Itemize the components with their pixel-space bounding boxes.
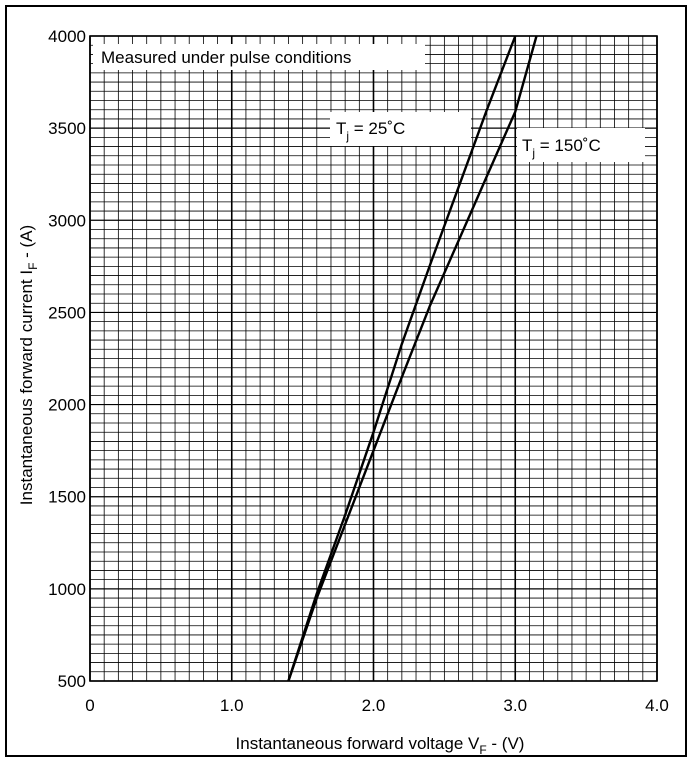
series-lines <box>287 35 538 682</box>
plot-border <box>89 35 658 682</box>
label-150c: Tj = 150˚C <box>522 136 601 160</box>
x-axis-label: Instantaneous forward voltage VF - (V) <box>236 734 525 757</box>
y-tick-label: 2000 <box>48 396 86 415</box>
series-line-25c <box>287 35 517 682</box>
y-axis-label: Instantaneous forward current IF - (A) <box>17 225 40 505</box>
y-tick-label: 3000 <box>48 211 86 230</box>
label-25c-box <box>330 112 471 146</box>
annotations: Measured under pulse conditions Tj = 25˚… <box>93 44 645 162</box>
y-tick-label: 1000 <box>48 580 86 599</box>
y-tick-label: 3500 <box>48 119 86 138</box>
label-25c: Tj = 25˚C <box>336 119 405 143</box>
axes: 0 1.0 2.0 3.0 4.0 500 1000 1500 2000 2500 3000 3500… <box>48 27 669 715</box>
label-150c-box <box>517 128 645 162</box>
y-tick-label: 4000 <box>48 27 86 46</box>
series-line-150c <box>287 35 538 682</box>
note-box <box>93 44 425 70</box>
y-tick-label: 1500 <box>48 488 86 507</box>
x-tick-label: 1.0 <box>220 696 244 715</box>
note-text: Measured under pulse conditions <box>101 48 351 67</box>
x-tick-label: 2.0 <box>362 696 386 715</box>
y-tick-label: 2500 <box>48 303 86 322</box>
x-tick-label: 0 <box>85 696 94 715</box>
y-tick-label: 500 <box>58 672 86 691</box>
x-tick-label: 3.0 <box>503 696 527 715</box>
axis-labels: Instantaneous forward voltage VF - (V) I… <box>17 225 524 757</box>
x-tick-label: 4.0 <box>645 696 669 715</box>
